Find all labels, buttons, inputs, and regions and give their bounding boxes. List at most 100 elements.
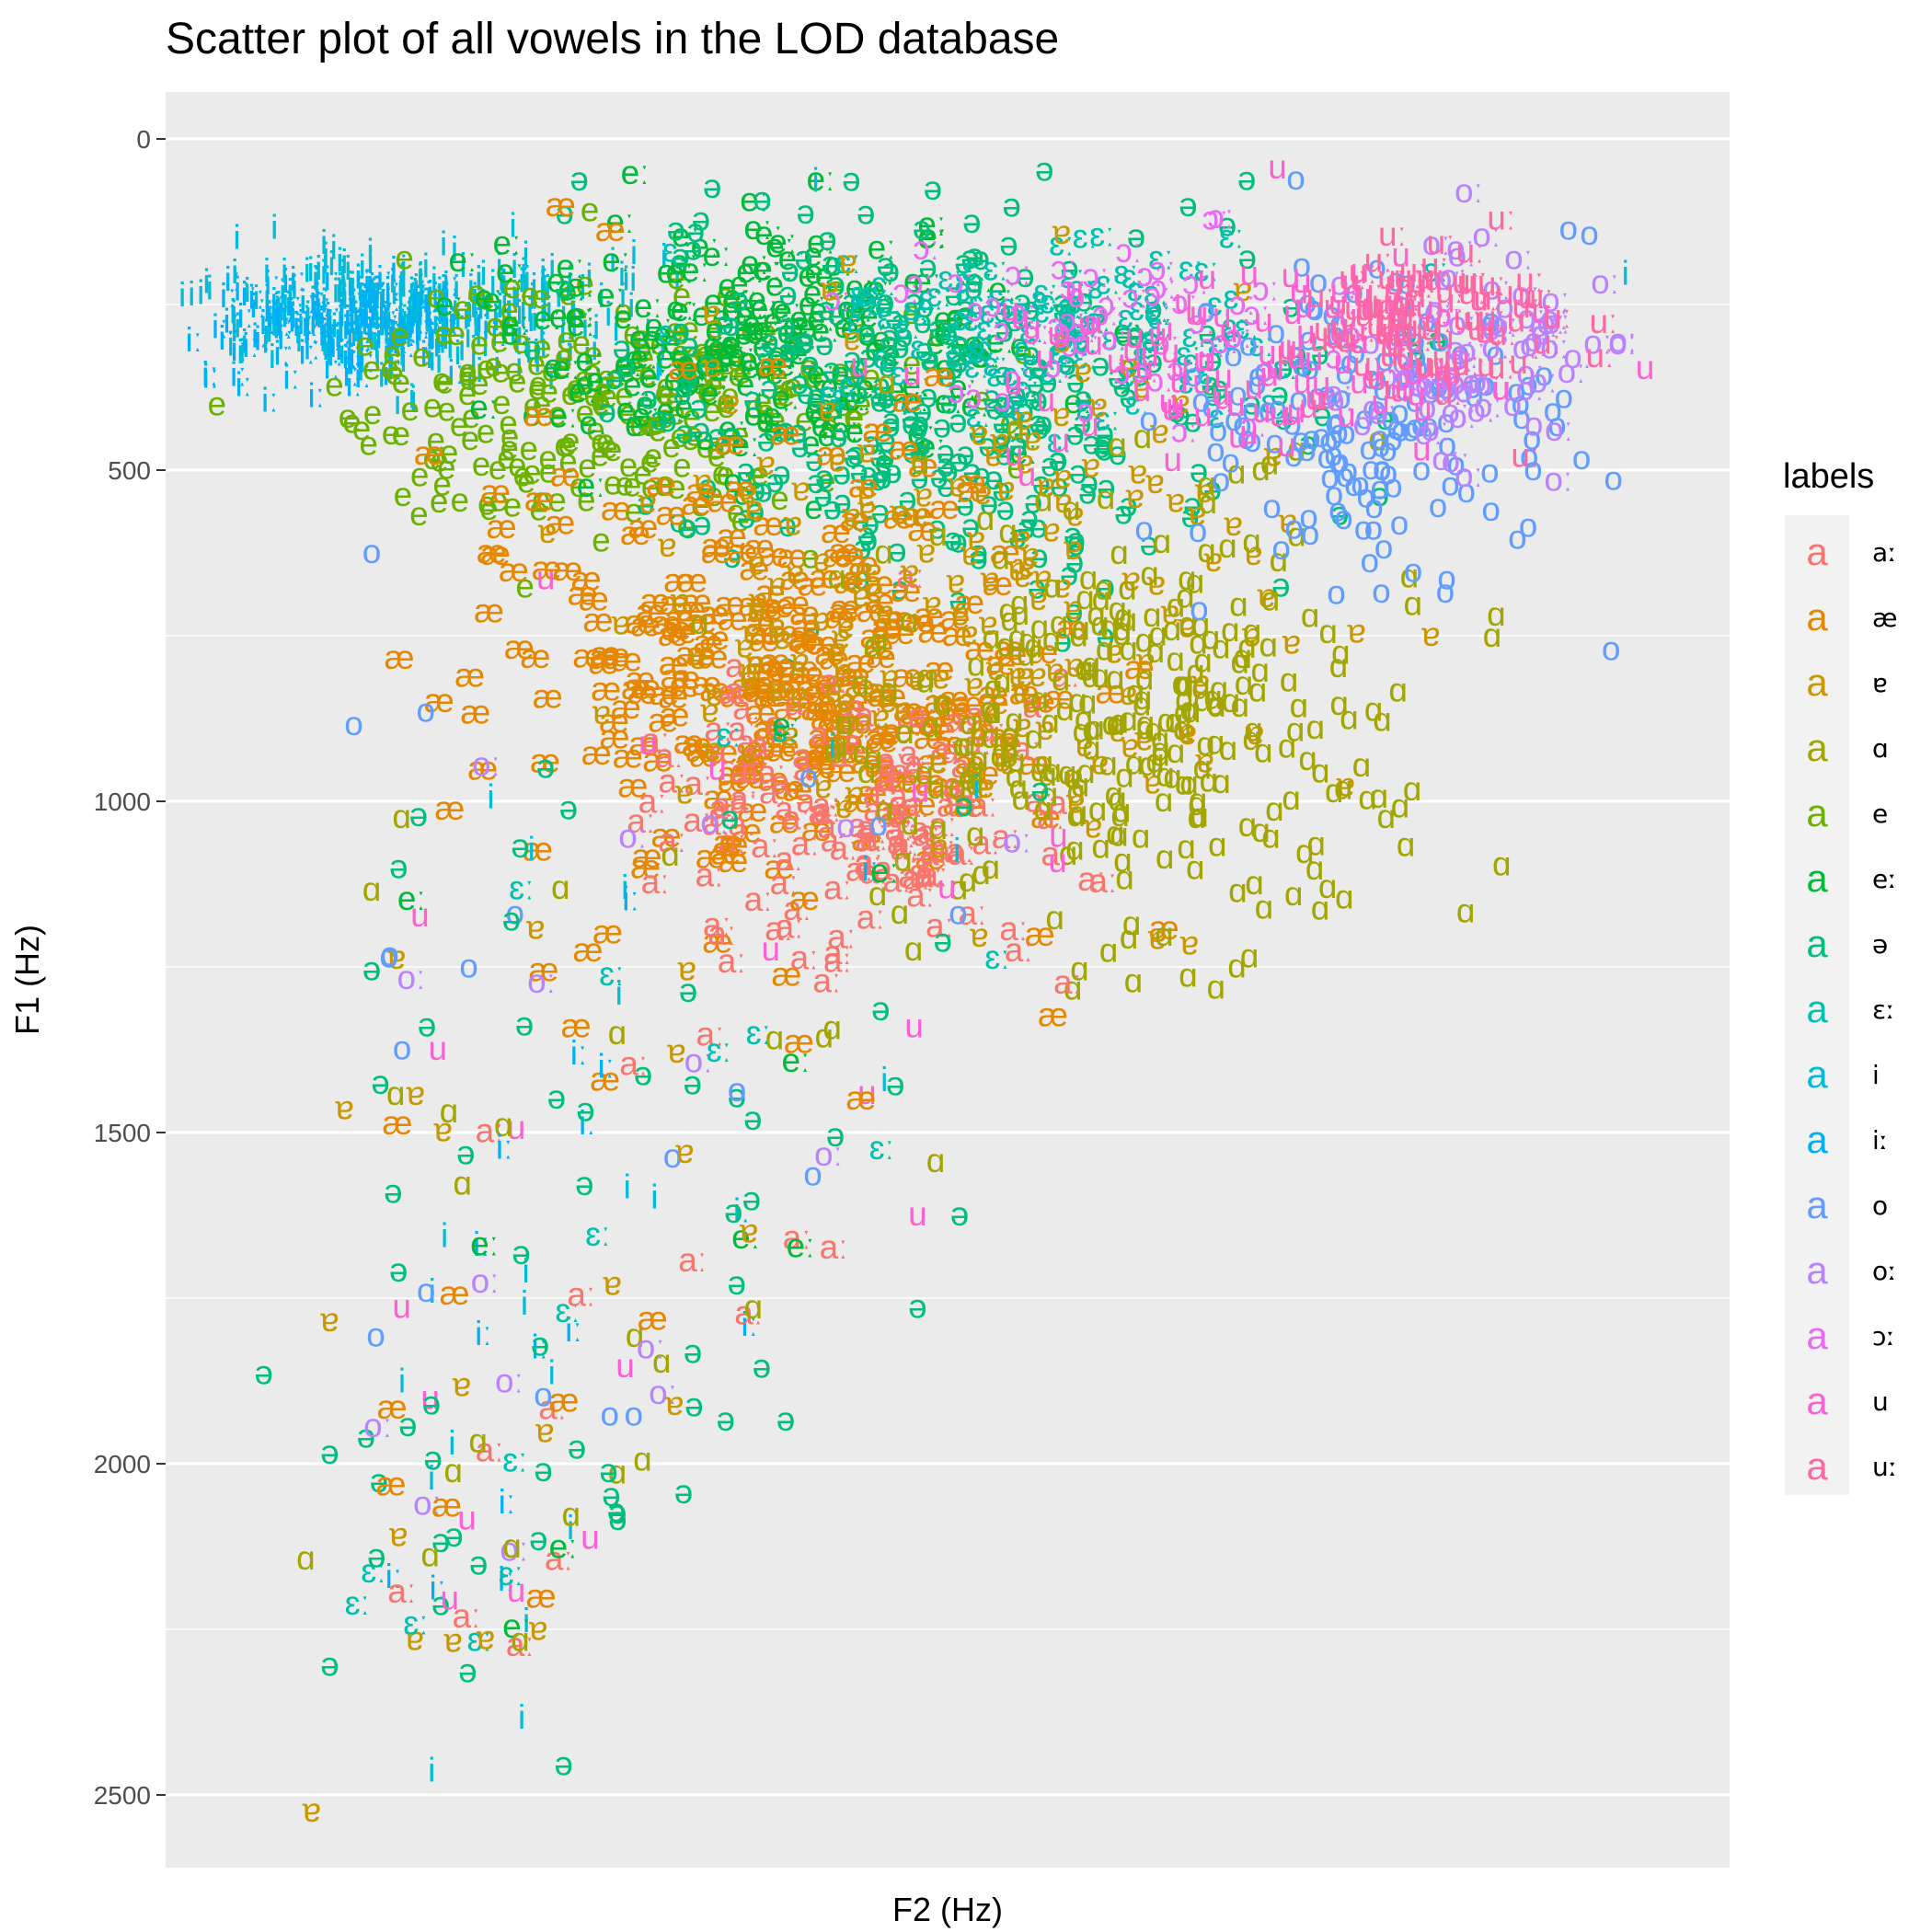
data-point: oː bbox=[618, 817, 647, 855]
data-point: iː bbox=[496, 1129, 513, 1167]
data-point: i bbox=[279, 273, 286, 311]
data-point: ɑ bbox=[895, 713, 914, 751]
data-point: ɐ bbox=[303, 1791, 322, 1829]
data-point: i bbox=[627, 286, 635, 324]
data-point: i bbox=[265, 294, 272, 332]
data-point: ɑ bbox=[1254, 732, 1273, 770]
data-point: i bbox=[406, 308, 413, 346]
y-tick-label: 500 bbox=[108, 456, 151, 485]
data-point: iː bbox=[398, 327, 416, 364]
data-point: i bbox=[511, 275, 518, 313]
data-point: iː bbox=[342, 356, 360, 394]
data-point: ɑ bbox=[1377, 798, 1397, 835]
data-point: i bbox=[466, 360, 474, 397]
data-point: i bbox=[390, 274, 397, 312]
data-point: oː bbox=[527, 962, 556, 1000]
data-point: ɑ bbox=[1112, 615, 1132, 652]
data-point: æ bbox=[523, 396, 554, 433]
data-point: i bbox=[231, 253, 238, 291]
y-axis: 0 500 1000 1500 2000 2500 bbox=[94, 125, 166, 1810]
data-point: uː bbox=[1360, 288, 1388, 326]
data-point: ɐ bbox=[818, 390, 837, 428]
data-point: eː bbox=[397, 880, 426, 917]
data-point: ɐ bbox=[320, 1301, 339, 1339]
data-point: ɐ bbox=[529, 1610, 548, 1648]
data-point: iː bbox=[344, 299, 362, 337]
data-point: o bbox=[344, 705, 363, 742]
data-point: i bbox=[516, 315, 523, 352]
data-point: i bbox=[285, 285, 293, 323]
data-point: i bbox=[618, 255, 626, 293]
data-point: i bbox=[630, 234, 638, 271]
data-point: i bbox=[350, 316, 357, 353]
data-point: ɑ bbox=[874, 533, 893, 570]
data-point: ə bbox=[559, 788, 579, 826]
data-point: ə bbox=[389, 1251, 408, 1289]
data-point: ɛː bbox=[707, 1031, 731, 1069]
data-point: iː bbox=[499, 1483, 516, 1521]
data-point: iː bbox=[597, 1047, 615, 1085]
data-point: o bbox=[1212, 461, 1231, 499]
data-point: e bbox=[325, 365, 344, 403]
data-point: iː bbox=[367, 305, 385, 342]
data-point: i bbox=[418, 268, 425, 305]
data-point: e bbox=[576, 394, 595, 431]
legend-label: iː bbox=[1872, 1125, 1888, 1156]
data-point: i bbox=[451, 230, 458, 268]
data-point: u bbox=[507, 1571, 526, 1609]
data-point: ɐ bbox=[335, 1089, 354, 1127]
data-point: u bbox=[638, 724, 658, 762]
data-point: i bbox=[591, 329, 598, 367]
data-point: oː bbox=[836, 807, 865, 845]
data-point: i bbox=[340, 275, 348, 313]
data-point: ɑ bbox=[1364, 690, 1384, 728]
data-point: ə bbox=[555, 269, 574, 306]
data-point: æ bbox=[414, 434, 444, 472]
data-point: o bbox=[601, 1396, 620, 1433]
data-point: e bbox=[753, 382, 773, 420]
data-point: i bbox=[305, 295, 312, 333]
plot-panel bbox=[166, 92, 1730, 1868]
data-point: e bbox=[741, 311, 760, 349]
data-point: i bbox=[500, 264, 508, 302]
data-point: iː bbox=[299, 282, 316, 320]
data-point: e bbox=[435, 363, 454, 401]
data-point: ə bbox=[398, 1406, 418, 1443]
data-point: ɑ bbox=[1190, 797, 1209, 834]
data-point: i bbox=[356, 321, 363, 359]
data-point: e bbox=[696, 334, 715, 372]
data-point: ɑ bbox=[1280, 661, 1299, 699]
legend-key: a bbox=[1806, 1052, 1828, 1096]
data-point: ɑ bbox=[1156, 838, 1175, 876]
data-point: i bbox=[320, 254, 328, 292]
data-point: i bbox=[281, 252, 288, 290]
data-point: u bbox=[581, 1519, 600, 1557]
data-point: ɑ bbox=[1110, 534, 1129, 571]
data-point: i bbox=[440, 309, 447, 347]
data-point: o bbox=[1572, 439, 1592, 477]
data-point: ə bbox=[422, 1384, 442, 1421]
data-point: o bbox=[1328, 443, 1348, 481]
data-point: ɐ bbox=[996, 470, 1016, 508]
data-point: ɑ bbox=[1228, 871, 1248, 909]
data-point: ə bbox=[743, 380, 763, 418]
data-point: i bbox=[324, 306, 331, 344]
data-point: ɛː bbox=[662, 232, 687, 270]
data-point: i bbox=[377, 305, 385, 342]
data-point: e bbox=[512, 323, 531, 361]
data-point: i bbox=[227, 325, 235, 362]
data-point: ɐ bbox=[773, 619, 792, 657]
data-point: iː bbox=[309, 304, 327, 341]
legend-label: ɑ bbox=[1872, 733, 1889, 764]
data-point: iː bbox=[366, 313, 384, 351]
data-point: iː bbox=[369, 295, 386, 333]
data-point: ɐ bbox=[453, 1365, 472, 1403]
data-point: ɐ bbox=[923, 585, 942, 623]
data-point: iː bbox=[384, 270, 401, 308]
data-point: i bbox=[475, 259, 482, 297]
data-point: iː bbox=[443, 305, 460, 343]
data-point: ɐ bbox=[721, 384, 741, 421]
data-point: u bbox=[903, 355, 922, 393]
data-point: ɛː bbox=[869, 1129, 894, 1167]
data-point: i bbox=[392, 316, 399, 353]
